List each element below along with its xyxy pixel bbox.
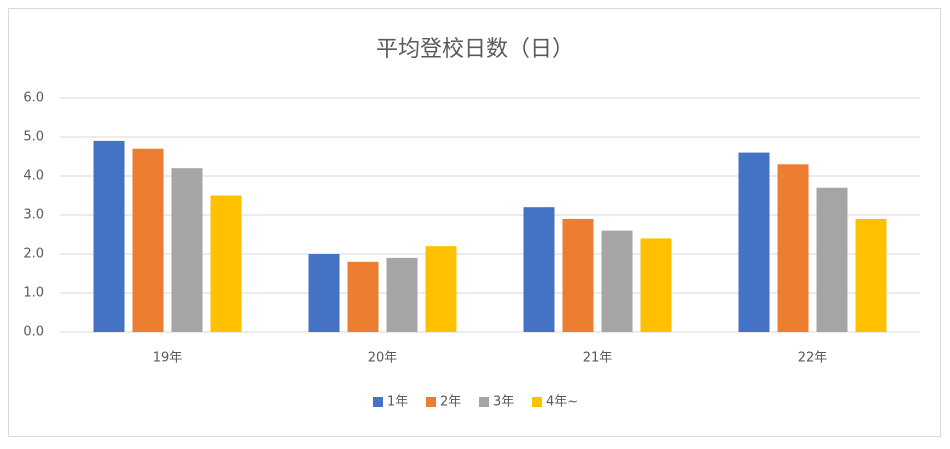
legend-swatch [373,397,383,407]
y-tick-label: 6.0 [23,91,44,106]
bar [308,254,340,332]
y-tick-label: 1.0 [23,286,44,301]
legend-swatch [426,397,436,407]
bar [425,246,457,332]
legend-swatch [532,397,542,407]
bar [523,207,555,332]
legend-swatch [479,397,489,407]
bar [562,218,594,332]
x-tick-label: 20年 [368,351,398,366]
bar [855,218,887,332]
bar [132,148,164,332]
legend-label: 4年~ [546,395,578,410]
bar [738,152,770,332]
bar [347,261,379,332]
bar [816,187,848,332]
y-tick-label: 0.0 [23,325,44,340]
bar [171,168,203,332]
bar [640,238,672,332]
legend-label: 2年 [440,395,461,410]
bar [601,230,633,332]
legend-label: 3年 [493,395,514,410]
legend-label: 1年 [387,395,408,410]
x-tick-label: 21年 [583,351,613,366]
bar [210,195,242,332]
y-tick-label: 3.0 [23,208,44,223]
bar [386,257,418,332]
y-tick-label: 2.0 [23,247,44,262]
y-tick-label: 4.0 [23,169,44,184]
x-tick-label: 22年 [798,351,828,366]
bar [777,164,809,332]
x-tick-label: 19年 [153,351,183,366]
chart-title: 平均登校日数（日） [376,37,574,62]
bar [93,140,125,332]
y-tick-label: 5.0 [23,130,44,145]
